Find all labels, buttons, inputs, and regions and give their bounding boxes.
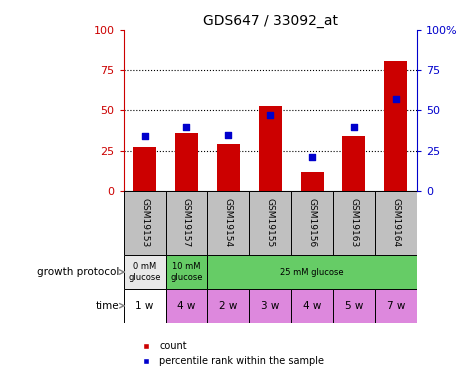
Bar: [175, 133, 198, 191]
Text: GSM19163: GSM19163: [349, 198, 359, 248]
Text: 4 w: 4 w: [303, 301, 321, 310]
Bar: [124, 289, 165, 322]
Bar: [333, 191, 375, 255]
Text: time: time: [95, 301, 119, 310]
Point: [225, 132, 232, 138]
Point: [141, 133, 148, 139]
Text: GSM19156: GSM19156: [308, 198, 316, 248]
Text: 1 w: 1 w: [136, 301, 154, 310]
Point: [350, 123, 358, 129]
Bar: [165, 255, 207, 289]
Bar: [249, 191, 291, 255]
Bar: [291, 191, 333, 255]
Bar: [165, 289, 207, 322]
Point: [267, 112, 274, 118]
Text: growth protocol: growth protocol: [37, 267, 119, 277]
Text: 7 w: 7 w: [387, 301, 405, 310]
Bar: [133, 147, 156, 191]
Bar: [217, 144, 240, 191]
Text: GSM19155: GSM19155: [266, 198, 275, 248]
Bar: [259, 106, 282, 191]
Bar: [375, 289, 417, 322]
Bar: [207, 255, 417, 289]
Title: GDS647 / 33092_at: GDS647 / 33092_at: [203, 13, 338, 28]
Bar: [124, 191, 165, 255]
Bar: [207, 191, 249, 255]
Point: [308, 154, 316, 160]
Bar: [165, 191, 207, 255]
Text: GSM19154: GSM19154: [224, 198, 233, 248]
Text: 25 mM glucose: 25 mM glucose: [280, 267, 344, 276]
Text: 4 w: 4 w: [177, 301, 196, 310]
Text: 3 w: 3 w: [261, 301, 279, 310]
Bar: [291, 289, 333, 322]
Text: 0 mM
glucose: 0 mM glucose: [128, 262, 161, 282]
Text: GSM19157: GSM19157: [182, 198, 191, 248]
Text: 5 w: 5 w: [345, 301, 363, 310]
Text: GSM19153: GSM19153: [140, 198, 149, 248]
Bar: [375, 191, 417, 255]
Bar: [249, 289, 291, 322]
Text: 2 w: 2 w: [219, 301, 238, 310]
Bar: [300, 172, 324, 191]
Bar: [384, 61, 407, 191]
Legend: count, percentile rank within the sample: count, percentile rank within the sample: [138, 338, 328, 370]
Point: [183, 123, 190, 129]
Bar: [343, 136, 365, 191]
Bar: [207, 289, 249, 322]
Bar: [333, 289, 375, 322]
Text: 10 mM
glucose: 10 mM glucose: [170, 262, 203, 282]
Point: [392, 96, 399, 102]
Text: GSM19164: GSM19164: [391, 198, 400, 248]
Bar: [124, 255, 165, 289]
